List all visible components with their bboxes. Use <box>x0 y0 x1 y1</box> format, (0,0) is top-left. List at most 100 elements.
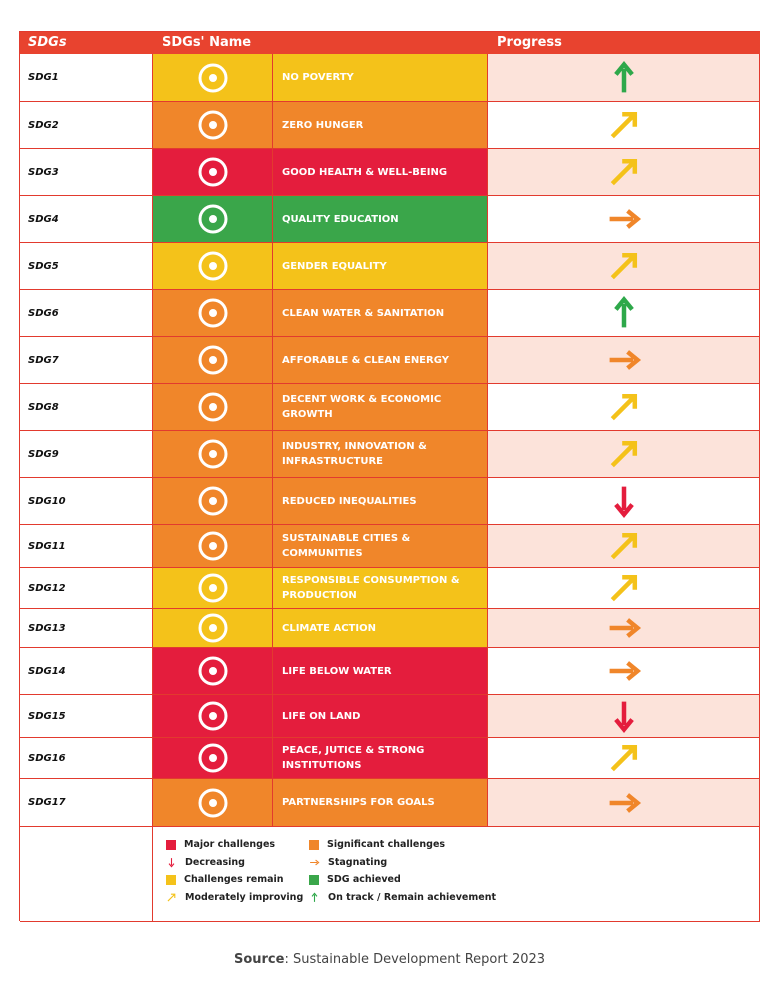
sdg-icon <box>153 196 273 243</box>
sdg-name: AFFORABLE & CLEAN ENERGY <box>273 337 488 384</box>
progress-cell <box>488 149 760 196</box>
sdg-row: SDG16 PEACE, JUTICE & STRONG INSTITUTIONS <box>20 738 760 779</box>
sdg-name: INDUSTRY, INNOVATION & INFRASTRUCTURE <box>273 431 488 478</box>
arrow-up <box>613 295 634 328</box>
sdg-name: RESPONSIBLE CONSUMPTION & PRODUCTION <box>273 568 488 609</box>
sdg-id: SDG6 <box>20 290 153 337</box>
progress-cell <box>488 384 760 431</box>
sdg-icon <box>153 384 273 431</box>
progress-cell <box>488 54 760 102</box>
sdg-id: SDG9 <box>20 431 153 478</box>
sdg-row: SDG17 PARTNERSHIPS FOR GOALS <box>20 779 760 827</box>
sdg-row: SDG14 LIFE BELOW WATER <box>20 648 760 695</box>
legend-item: Challenges remain <box>166 874 284 885</box>
sdg-icon <box>153 149 273 196</box>
sdg-name: CLIMATE ACTION <box>273 609 488 648</box>
legend-text: Stagnating <box>328 856 388 868</box>
sdg-id: SDG10 <box>20 478 153 525</box>
arrow-right <box>609 661 641 681</box>
sdg-icon <box>153 738 273 779</box>
sdg-name: DECENT WORK & ECONOMIC GROWTH <box>273 384 488 431</box>
arrow-right <box>609 209 641 229</box>
sdg-name: SUSTAINABLE CITIES & COMMUNITIES <box>273 525 488 568</box>
sdg-name: LIFE ON LAND <box>273 695 488 738</box>
sdg-id: SDG12 <box>20 568 153 609</box>
sdg-icon <box>153 779 273 827</box>
icon-glyph <box>198 345 227 375</box>
sdg-id: SDG13 <box>20 609 153 648</box>
sdg-icon <box>153 102 273 149</box>
sdg-row: SDG7 AFFORABLE & CLEAN ENERGY <box>20 337 760 384</box>
source-label: Source <box>233 952 285 967</box>
sdg-name: CLEAN WATER & SANITATION <box>273 290 488 337</box>
icon-glyph <box>198 743 227 773</box>
arrow-diag <box>610 393 637 421</box>
icon-glyph <box>198 63 227 92</box>
sdg-row: SDG6 CLEAN WATER & SANITATION <box>20 290 760 337</box>
legend-text: Significant challenges <box>327 839 446 850</box>
arrow-diag <box>610 252 637 280</box>
arrow-up <box>311 892 318 902</box>
sdg-row: SDG15 LIFE ON LAND <box>20 695 760 738</box>
sdg-row: SDG2 ZERO HUNGER <box>20 102 760 149</box>
sdg-icon <box>153 431 273 478</box>
legend-item: Significant challenges <box>309 839 445 850</box>
arrow-up <box>613 60 634 92</box>
sdg-row: SDG12 RESPONSIBLE CONSUMPTION & PRODUCTIO… <box>20 568 760 609</box>
progress-cell <box>488 196 760 243</box>
sdg-icon <box>153 478 273 525</box>
icon-glyph <box>198 613 227 643</box>
legend-cell: Major challenges Decreasing Challenges rem… <box>153 827 760 922</box>
progress-cell <box>488 738 760 779</box>
sdg-id: SDG17 <box>20 779 153 827</box>
header-id: SDGs <box>28 35 67 50</box>
legend-text: On track / Remain achievement <box>328 891 496 903</box>
icon-glyph <box>198 298 227 328</box>
legend-item: Major challenges <box>166 839 275 850</box>
icon-glyph <box>198 656 227 686</box>
header-row: SDGs SDGs' Name Progress <box>20 32 760 54</box>
sdg-name: LIFE BELOW WATER <box>273 648 488 695</box>
sdg-name: NO POVERTY <box>273 54 488 102</box>
arrow-right <box>609 792 641 813</box>
legend-text: SDG achieved <box>327 874 401 885</box>
sdg-name: ZERO HUNGER <box>273 102 488 149</box>
progress-cell <box>488 568 760 609</box>
legend-swatch <box>166 874 176 885</box>
legend-text: Moderately improving <box>185 891 304 903</box>
sdg-id: SDG11 <box>20 525 153 568</box>
header-name: SDGs' Name <box>162 35 252 50</box>
arrow-diag <box>610 744 637 772</box>
legend-text: Major challenges <box>184 839 276 850</box>
legend-swatch <box>309 874 319 885</box>
source-line: Source: Sustainable Development Report 2… <box>0 952 779 967</box>
sdg-name: PARTNERSHIPS FOR GOALS <box>273 779 488 827</box>
sdg-id: SDG2 <box>20 102 153 149</box>
progress-cell <box>488 478 760 525</box>
sdg-row: SDG13 CLIMATE ACTION <box>20 609 760 648</box>
progress-cell <box>488 337 760 384</box>
icon-glyph <box>198 531 227 561</box>
progress-cell <box>488 243 760 290</box>
progress-cell <box>488 648 760 695</box>
legend-text: Challenges remain <box>184 874 284 885</box>
arrow-down <box>613 486 634 519</box>
icon-glyph <box>198 701 227 731</box>
sdg-id: SDG8 <box>20 384 153 431</box>
legend-item: SDG achieved <box>309 874 401 885</box>
sdg-id: SDG3 <box>20 149 153 196</box>
sdg-row: SDG1 NO POVERTY <box>20 54 760 102</box>
sdg-icon <box>153 648 273 695</box>
arrow-down <box>168 857 175 867</box>
sdg-id: SDG5 <box>20 243 153 290</box>
icon-glyph <box>198 251 227 281</box>
arrow-diag <box>610 158 637 186</box>
sdg-row: SDG3 GOOD HEALTH & WELL-BEING <box>20 149 760 196</box>
sdg-id: SDG4 <box>20 196 153 243</box>
legend-item: Decreasing <box>166 857 245 868</box>
sdg-icon <box>153 568 273 609</box>
arrow-diag <box>167 893 176 901</box>
arrow-right <box>609 350 641 370</box>
